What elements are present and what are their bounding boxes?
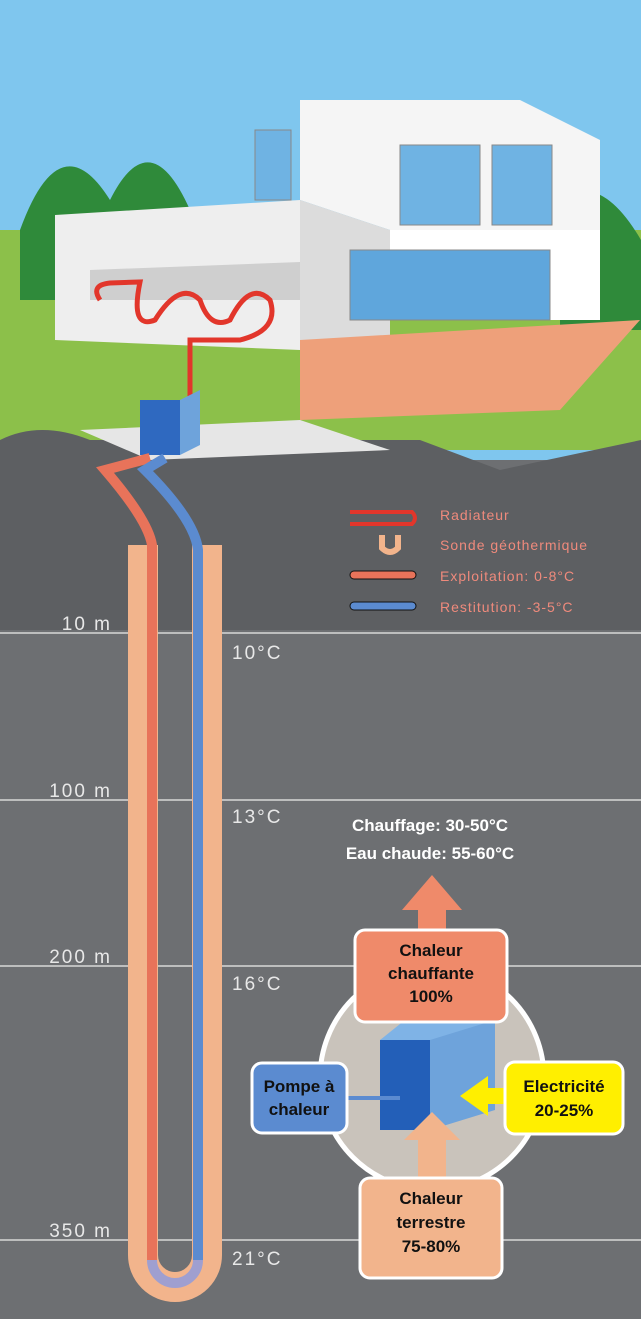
box-label: 75-80% [402, 1237, 461, 1256]
pump-box [252, 1063, 347, 1133]
depth-label: 200 m [49, 947, 112, 968]
legend-icon [350, 602, 416, 610]
temperature-label: 21°C [232, 1249, 282, 1270]
infographic: Radiateur Sonde géothermique Exploitatio… [0, 0, 641, 1319]
pump-unit [140, 400, 180, 455]
output-label: Chauffage: 30-50°C [352, 816, 508, 835]
temperature-label: 10°C [232, 643, 282, 664]
box-label: Chaleur [399, 1189, 463, 1208]
box-label: 20-25% [535, 1101, 594, 1120]
legend-label: Exploitation: 0-8°C [440, 568, 575, 584]
box-label: terrestre [397, 1213, 466, 1232]
window [400, 145, 480, 225]
temperature-label: 13°C [232, 807, 282, 828]
depth-label: 10 m [62, 614, 112, 635]
window [255, 130, 291, 200]
legend-label: Radiateur [440, 507, 510, 523]
output-label: Eau chaude: 55-60°C [346, 844, 514, 863]
box-label: Electricité [523, 1077, 604, 1096]
box-label: Chaleur [399, 941, 463, 960]
box-label: chauffante [388, 964, 474, 983]
pump-unit-side [180, 390, 200, 455]
cube-front [380, 1040, 430, 1130]
temperature-label: 16°C [232, 974, 282, 995]
electricity-box [505, 1062, 623, 1134]
window [492, 145, 552, 225]
legend-label: Restitution: -3-5°C [440, 599, 574, 615]
window [350, 250, 550, 320]
depth-label: 100 m [49, 781, 112, 802]
box-label: Pompe à [264, 1077, 335, 1096]
legend-icon [350, 571, 416, 579]
depth-label: 350 m [49, 1221, 112, 1242]
legend-label: Sonde géothermique [440, 537, 588, 553]
box-label: chaleur [269, 1100, 330, 1119]
box-label: 100% [409, 987, 452, 1006]
